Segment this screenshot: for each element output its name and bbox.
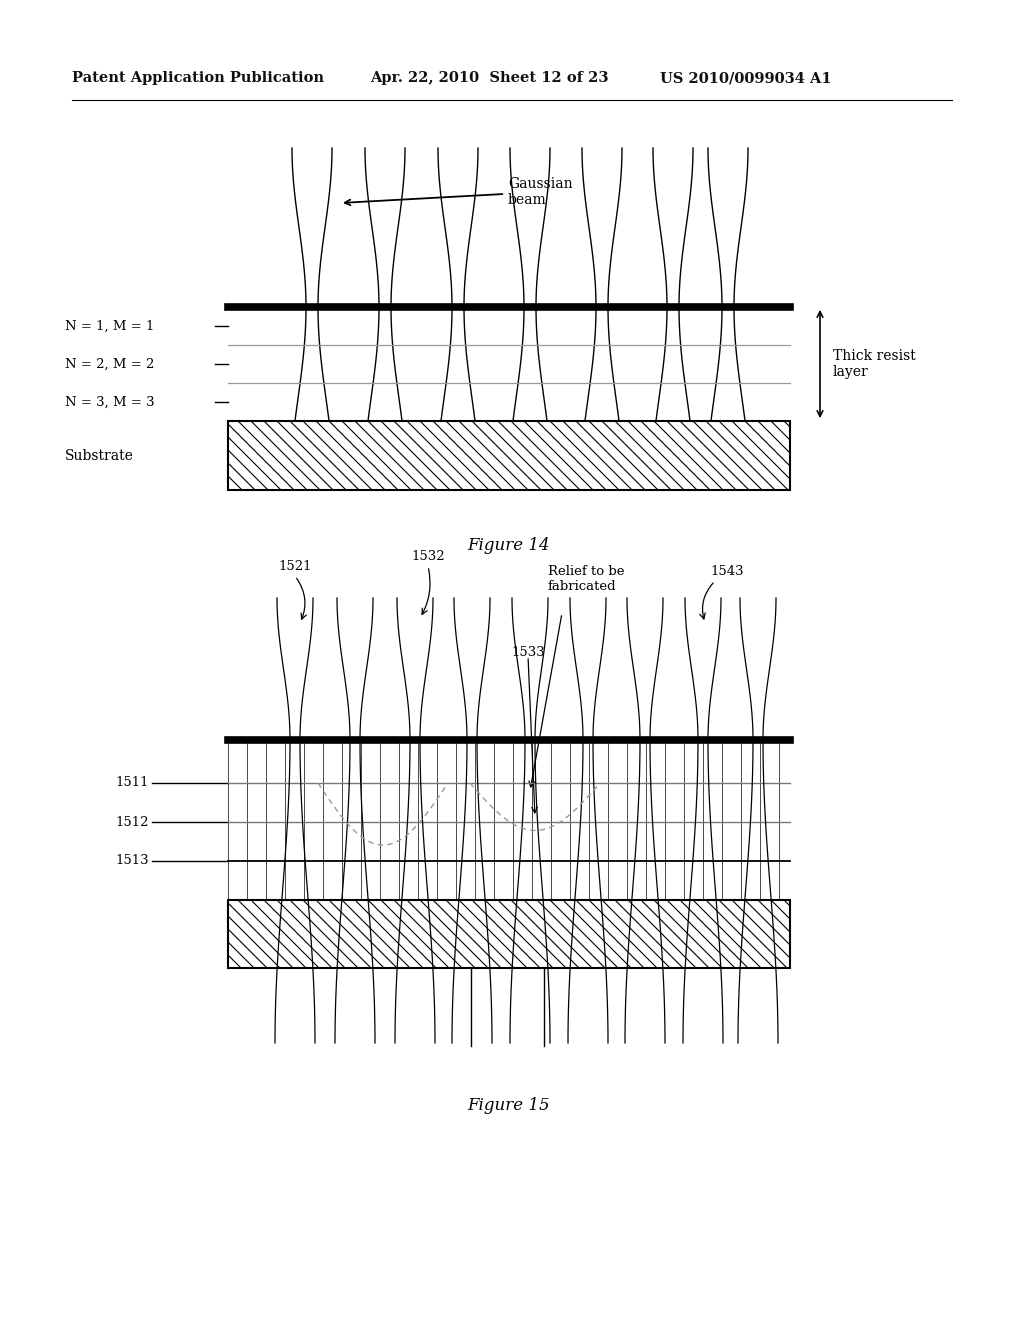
Bar bbox=[228, 900, 790, 968]
Bar bbox=[228, 421, 790, 490]
Text: 1533: 1533 bbox=[511, 647, 545, 660]
Text: Substrate: Substrate bbox=[65, 449, 134, 462]
Text: Apr. 22, 2010  Sheet 12 of 23: Apr. 22, 2010 Sheet 12 of 23 bbox=[370, 71, 608, 84]
Text: 1543: 1543 bbox=[710, 565, 743, 578]
Text: 1521: 1521 bbox=[279, 560, 311, 573]
Text: Patent Application Publication: Patent Application Publication bbox=[72, 71, 324, 84]
Text: Thick resist
layer: Thick resist layer bbox=[833, 348, 915, 379]
Text: 1532: 1532 bbox=[412, 550, 444, 564]
Bar bbox=[228, 421, 790, 490]
Text: N = 2, M = 2: N = 2, M = 2 bbox=[65, 358, 155, 371]
Text: Figure 14: Figure 14 bbox=[468, 536, 550, 553]
Text: N = 3, M = 3: N = 3, M = 3 bbox=[65, 396, 155, 408]
Text: N = 1, M = 1: N = 1, M = 1 bbox=[65, 319, 155, 333]
Text: 1511: 1511 bbox=[116, 776, 150, 789]
Text: Gaussian
beam: Gaussian beam bbox=[345, 177, 572, 207]
Text: 1512: 1512 bbox=[116, 816, 150, 829]
Text: Relief to be
fabricated: Relief to be fabricated bbox=[548, 565, 625, 593]
Text: Figure 15: Figure 15 bbox=[468, 1097, 550, 1114]
Bar bbox=[228, 900, 790, 968]
Text: US 2010/0099034 A1: US 2010/0099034 A1 bbox=[660, 71, 831, 84]
Text: 1513: 1513 bbox=[116, 854, 150, 867]
